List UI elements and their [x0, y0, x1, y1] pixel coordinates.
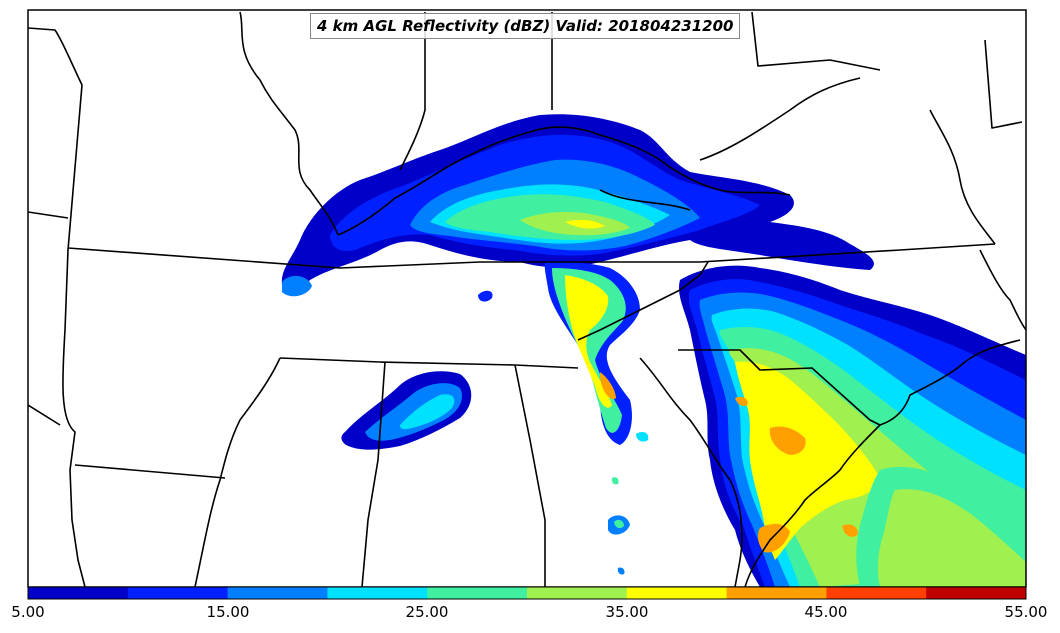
colorbar-segment-6 — [626, 587, 728, 599]
echo-tongue-yellow — [565, 275, 612, 408]
colorbar-segment-3 — [327, 587, 428, 599]
colorbar-segment-1 — [127, 587, 229, 599]
state-boundaries — [28, 11, 1026, 587]
echo-cell-ga-4 — [617, 567, 625, 575]
colorbar-label-15: 15.00 — [206, 603, 250, 621]
reflectivity-field — [281, 114, 1026, 587]
colorbar-label-45: 45.00 — [804, 603, 848, 621]
colorbar-label-35: 35.00 — [605, 603, 649, 621]
colorbar-segment-0 — [28, 587, 129, 599]
echo-cell-va — [740, 231, 800, 248]
echo-cell-ky-1 — [478, 290, 493, 302]
colorbar-segment-2 — [227, 587, 328, 599]
colorbar-segment-9 — [926, 587, 1027, 599]
map-title: 4 km AGL Reflectivity (dBZ) Valid: 20180… — [310, 13, 741, 39]
echo-east-green-south — [877, 489, 1026, 587]
echo-east-yellow — [735, 361, 880, 560]
echo-north-band-yellow — [565, 219, 605, 229]
colorbar-label-5: 5.00 — [11, 603, 45, 621]
echo-east-orange-1 — [769, 426, 806, 455]
colorbar-border — [27, 586, 1027, 600]
colorbar-segment-5 — [527, 587, 628, 599]
colorbar-label-55: 55.00 — [1004, 603, 1048, 621]
echo-cell-ga-2 — [614, 519, 624, 529]
colorbar-label-25: 25.00 — [405, 603, 449, 621]
colorbar-segment-7 — [726, 587, 827, 599]
colorbar — [28, 587, 1027, 599]
echo-cell-ga-3 — [611, 477, 619, 485]
echo-cell-ms — [282, 275, 312, 297]
echo-cell-ga-coast — [636, 432, 649, 442]
colorbar-segment-4 — [427, 587, 528, 599]
colorbar-segment-8 — [826, 587, 927, 599]
echo-tongue-orange — [600, 372, 616, 400]
echo-east-orange-4 — [842, 524, 858, 537]
echo-west-cell-cyan — [400, 394, 455, 430]
echo-east-orange-2 — [735, 396, 748, 406]
